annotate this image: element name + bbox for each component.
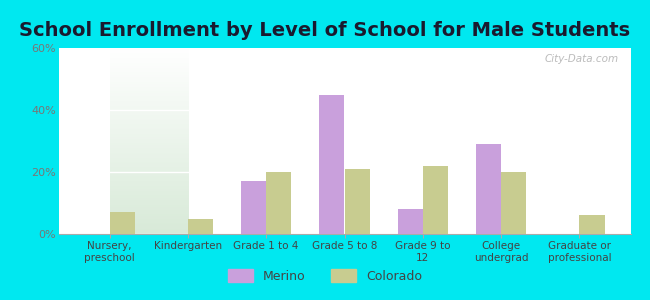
Bar: [476, 144, 501, 234]
Bar: [501, 172, 526, 234]
Legend: Merino, Colorado: Merino, Colorado: [223, 264, 427, 288]
Bar: [398, 209, 423, 234]
Bar: [110, 212, 135, 234]
Bar: [319, 94, 344, 234]
Bar: [344, 169, 370, 234]
Bar: [188, 218, 213, 234]
Text: School Enrollment by Level of School for Male Students: School Enrollment by Level of School for…: [20, 21, 630, 40]
Text: City-Data.com: City-Data.com: [545, 54, 619, 64]
Bar: [266, 172, 291, 234]
Bar: [241, 181, 266, 234]
Bar: [579, 215, 604, 234]
Bar: [422, 166, 448, 234]
